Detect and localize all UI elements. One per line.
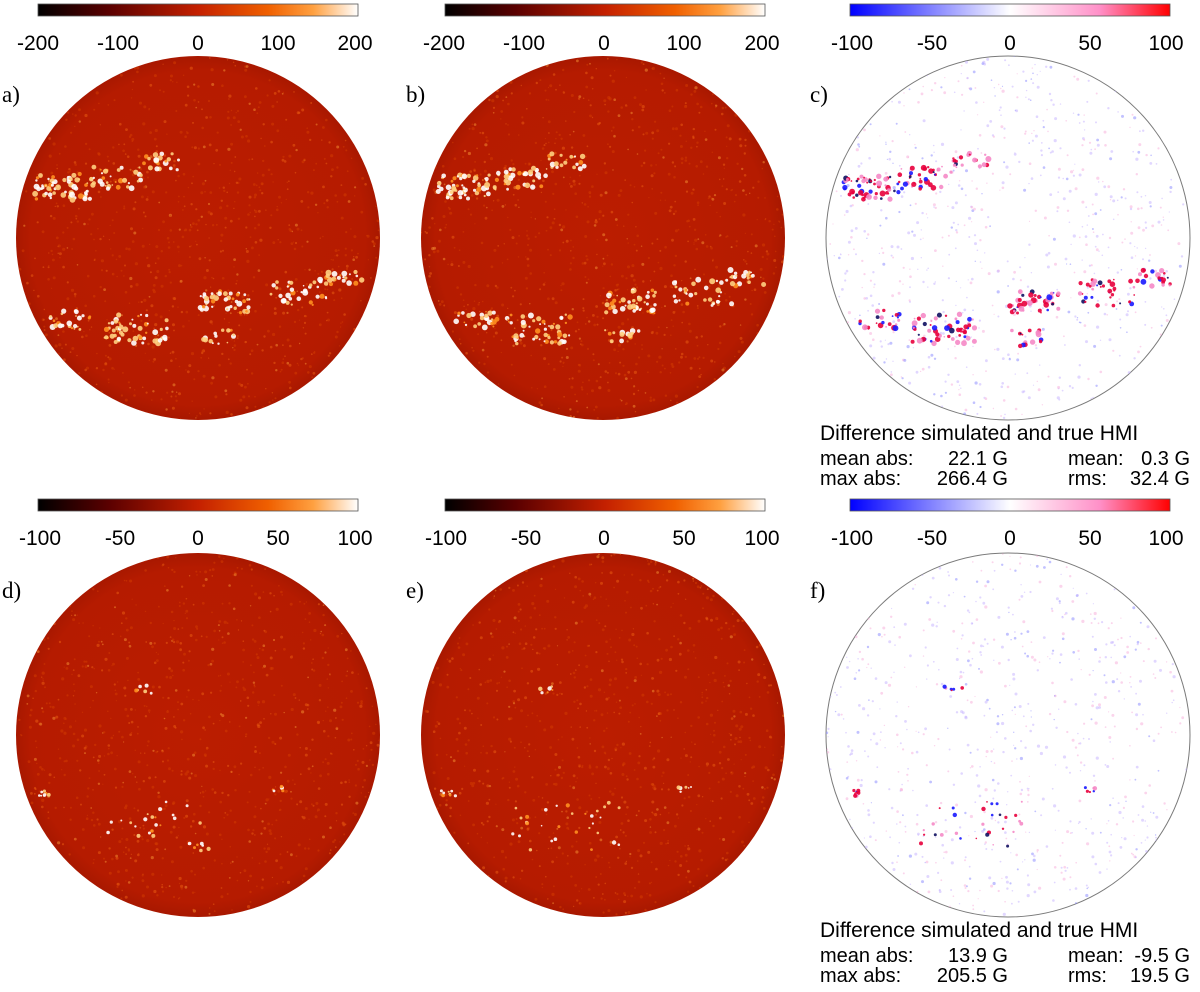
colorbar-f (849, 498, 1171, 512)
disk-texture (18, 555, 380, 915)
tick-label: 0 (598, 32, 610, 55)
stats-title: Difference simulated and true HMI (820, 919, 1138, 942)
rms-label: rms: (1068, 468, 1107, 490)
tick-label: -200 (17, 32, 59, 55)
max-abs-value: 205.5 G (937, 965, 1008, 987)
tick-label: 100 (337, 527, 372, 550)
tick-label: 100 (1148, 527, 1183, 550)
tick-label: 100 (260, 32, 295, 55)
mean-abs-label: mean abs: (820, 448, 913, 470)
tick-label: 50 (266, 527, 289, 550)
rms-value: 19.5 G (1130, 965, 1190, 987)
mean-value: 0.3 G (1141, 448, 1190, 470)
tick-label: 0 (1004, 32, 1016, 55)
colorbar-ticks-e: -100 -50 0 50 100 (425, 527, 780, 550)
tick-label: 100 (1148, 32, 1183, 55)
tick-label: -100 (831, 527, 873, 550)
disk-texture (424, 553, 785, 916)
panel-c: -100 -50 0 50 100 c) Difference simulate… (810, 3, 1191, 490)
colorbar-ticks-b: -200 -100 0 100 200 (423, 32, 780, 55)
colorbar-ticks-f: -100 -50 0 50 100 (831, 527, 1184, 550)
difference-disk-f (825, 552, 1191, 918)
colorbar-d (37, 498, 359, 512)
tick-label: -50 (917, 32, 947, 55)
tick-label: 0 (598, 527, 610, 550)
panel-d: -100 -50 0 50 100 d) (2, 498, 380, 917)
tick-label: 50 (1078, 32, 1101, 55)
tick-label: 200 (744, 32, 779, 55)
difference-stats-1: Difference simulated and true HMI mean a… (820, 422, 1190, 490)
colorbar-ticks-a: -200 -100 0 100 200 (17, 32, 373, 55)
rms-label: rms: (1068, 965, 1107, 987)
disk-texture (18, 57, 380, 420)
solar-disk-d (16, 553, 380, 917)
panel-e: -100 -50 0 50 100 e) (406, 498, 785, 917)
colorbar-a (37, 3, 359, 17)
tick-label: -100 (19, 527, 61, 550)
stats-title: Difference simulated and true HMI (820, 422, 1138, 445)
panel-b: -200 -100 0 100 200 b) (406, 3, 785, 420)
rms-value: 32.4 G (1130, 468, 1190, 490)
disk-background (16, 56, 380, 420)
colorbar-ticks-d: -100 -50 0 50 100 (19, 527, 373, 550)
colorbar-ticks-c: -100 -50 0 50 100 (831, 32, 1184, 55)
disk-texture (826, 553, 1188, 916)
solar-disk-e (421, 553, 785, 917)
difference-disk-c (825, 55, 1191, 421)
row-1: -200 -100 0 100 200 a) -200 -100 0 100 2… (2, 3, 1191, 490)
colorbar-c (849, 3, 1171, 17)
colorbar-b (444, 3, 766, 17)
disk-texture (826, 56, 1185, 420)
tick-label: 0 (192, 32, 204, 55)
tick-label: -50 (917, 527, 947, 550)
panel-f: -100 -50 0 50 100 f) Difference simulate… (810, 498, 1191, 987)
mean-label: mean: (1068, 945, 1124, 967)
colorbar-e (444, 498, 766, 512)
tick-label: -100 (503, 32, 545, 55)
panel-label: d) (2, 578, 21, 603)
panel-label: b) (406, 82, 425, 107)
disk-outline (825, 55, 1191, 421)
panel-label: e) (406, 578, 424, 603)
panel-a: -200 -100 0 100 200 a) (2, 3, 380, 420)
panel-label: a) (2, 82, 20, 107)
mean-label: mean: (1068, 448, 1124, 470)
tick-label: -50 (511, 527, 541, 550)
solar-disk-b (421, 56, 785, 420)
tick-label: -200 (423, 32, 465, 55)
tick-label: 100 (744, 527, 779, 550)
tick-label: 0 (192, 527, 204, 550)
mean-abs-value: 22.1 G (948, 448, 1008, 470)
tick-label: -100 (97, 32, 139, 55)
tick-label: 50 (1078, 527, 1101, 550)
max-abs-value: 266.4 G (937, 468, 1008, 490)
tick-label: -50 (105, 527, 135, 550)
solar-disk-a (16, 56, 380, 420)
disk-background (421, 56, 785, 420)
disk-outline (825, 552, 1191, 918)
disk-background (16, 553, 380, 917)
mean-abs-value: 13.9 G (948, 945, 1008, 967)
row-2: -100 -50 0 50 100 d) -100 -50 0 50 100 e… (2, 498, 1191, 987)
tick-label: 0 (1004, 527, 1016, 550)
max-abs-label: max abs: (820, 965, 901, 987)
tick-label: 100 (666, 32, 701, 55)
difference-stats-2: Difference simulated and true HMI mean a… (820, 919, 1190, 987)
panel-label: f) (810, 578, 825, 603)
mean-value: -9.5 G (1134, 945, 1190, 967)
tick-label: -100 (425, 527, 467, 550)
max-abs-label: max abs: (820, 468, 901, 490)
tick-label: -100 (831, 32, 873, 55)
disk-texture (421, 57, 785, 420)
tick-label: 200 (337, 32, 372, 55)
panel-label: c) (810, 82, 828, 107)
tick-label: 50 (672, 527, 695, 550)
mean-abs-label: mean abs: (820, 945, 913, 967)
